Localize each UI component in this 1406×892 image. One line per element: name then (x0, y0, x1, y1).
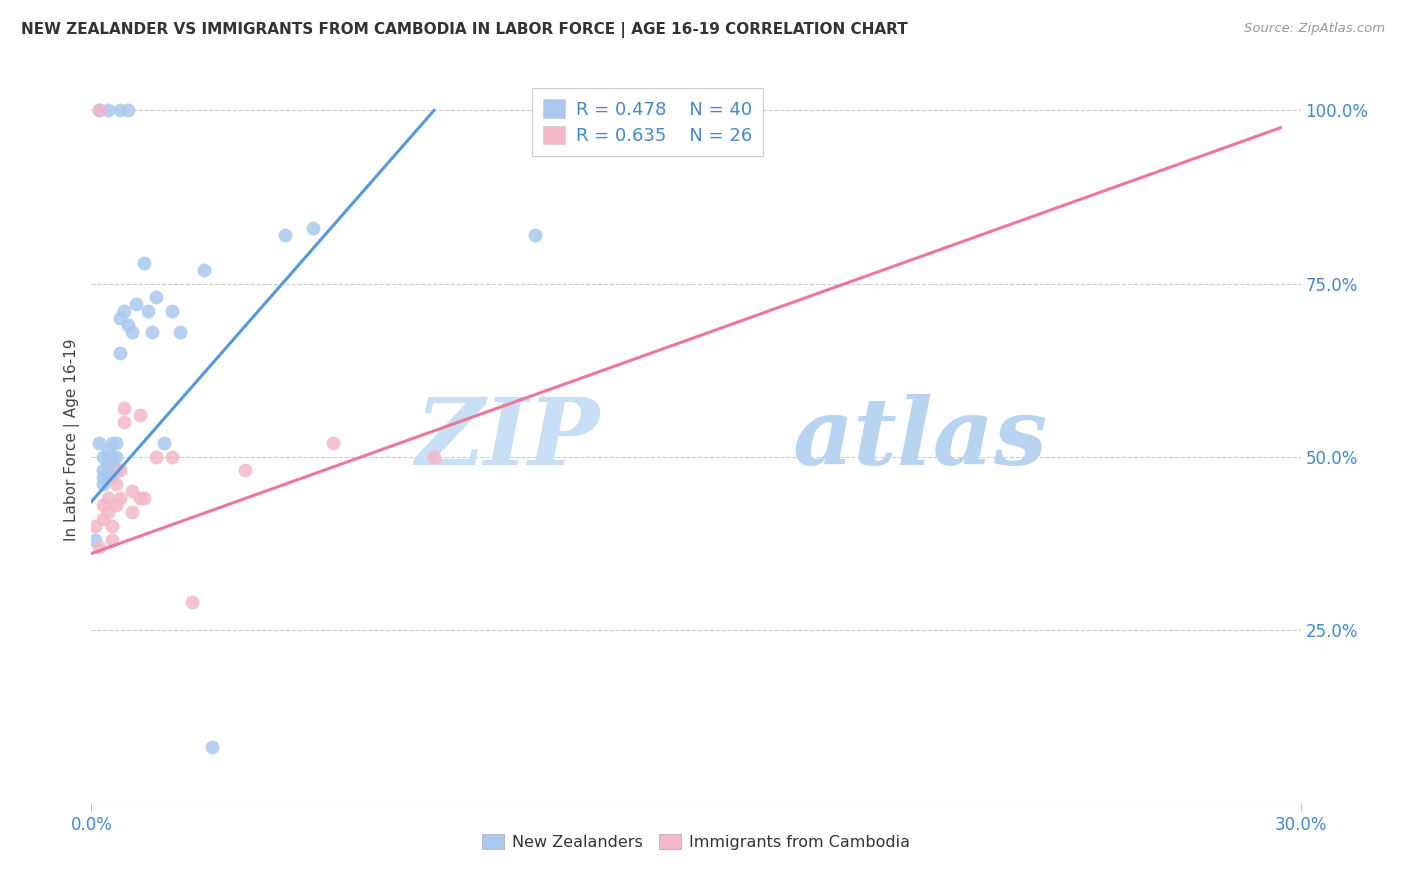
Point (160, 304, 183, 318)
Point (125, 297, 148, 311)
Legend: New Zealanders, Immigrants from Cambodia: New Zealanders, Immigrants from Cambodia (475, 828, 917, 856)
Point (128, 491, 150, 505)
Point (523, 228, 546, 243)
Point (181, 595, 204, 609)
Point (104, 463, 127, 477)
Point (112, 401, 135, 416)
Point (302, 221, 325, 235)
Point (201, 740, 224, 755)
Point (112, 415, 135, 429)
Point (89, 103, 111, 118)
Point (145, 450, 167, 464)
Point (132, 491, 155, 505)
Point (233, 463, 256, 477)
Point (96, 505, 118, 519)
Point (104, 435, 127, 450)
Point (108, 311, 131, 326)
Point (108, 345, 131, 359)
Point (89, 435, 111, 450)
Point (423, 450, 446, 464)
Point (136, 304, 159, 318)
Y-axis label: In Labor Force | Age 16-19: In Labor Force | Age 16-19 (65, 338, 80, 541)
Point (322, 435, 344, 450)
Point (93, 498, 115, 512)
Point (104, 450, 127, 464)
Point (100, 463, 122, 477)
Point (121, 325, 143, 339)
Point (274, 228, 297, 243)
Point (93, 463, 115, 477)
Point (96, 457, 118, 471)
Point (112, 304, 135, 318)
Text: Source: ZipAtlas.com: Source: ZipAtlas.com (1244, 22, 1385, 36)
Point (145, 290, 167, 304)
Point (193, 262, 215, 277)
Point (89, 103, 111, 118)
Point (108, 463, 131, 477)
Text: atlas: atlas (793, 394, 1047, 484)
Point (84, 519, 107, 533)
Point (104, 477, 127, 491)
Point (108, 491, 131, 505)
Point (169, 325, 191, 339)
Point (100, 435, 122, 450)
Point (100, 457, 122, 471)
Point (100, 519, 122, 533)
Point (153, 435, 176, 450)
Point (117, 103, 139, 118)
Point (100, 470, 122, 484)
Point (132, 256, 155, 270)
Text: ZIP: ZIP (415, 394, 599, 484)
Point (96, 442, 118, 457)
Point (121, 484, 143, 499)
Point (108, 103, 131, 118)
Point (100, 533, 122, 547)
Point (96, 450, 118, 464)
Point (96, 463, 118, 477)
Text: NEW ZEALANDER VS IMMIGRANTS FROM CAMBODIA IN LABOR FORCE | AGE 16-19 CORRELATION: NEW ZEALANDER VS IMMIGRANTS FROM CAMBODI… (21, 22, 908, 38)
Point (89, 540, 111, 554)
Point (141, 325, 163, 339)
Point (104, 498, 127, 512)
Point (93, 512, 115, 526)
Point (121, 505, 143, 519)
Point (96, 491, 118, 505)
Point (160, 450, 183, 464)
Point (96, 103, 118, 118)
Point (117, 318, 139, 332)
Point (93, 450, 115, 464)
Point (128, 408, 150, 422)
Point (84, 533, 107, 547)
Point (100, 450, 122, 464)
Point (93, 477, 115, 491)
Point (93, 470, 115, 484)
